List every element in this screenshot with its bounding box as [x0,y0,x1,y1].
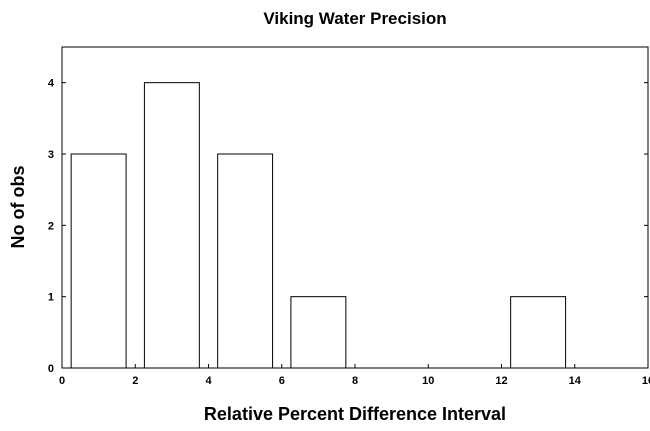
x-tick-label: 0 [59,375,65,387]
x-tick-label: 14 [569,375,582,387]
x-tick-label: 2 [132,375,138,387]
bar [217,153,274,369]
x-tick-label: 10 [422,375,434,387]
y-tick-label: 0 [48,363,54,375]
x-tick-label: 8 [352,375,358,387]
x-tick-label: 12 [495,375,507,387]
bar [143,82,200,369]
y-tick-label: 3 [48,149,54,161]
bar [70,153,127,369]
x-tick-label: 16 [642,375,650,387]
y-tick-label: 1 [48,292,54,304]
x-tick-label: 6 [279,375,285,387]
chart-title: Viking Water Precision [263,9,446,28]
y-tick-label: 2 [48,220,54,232]
y-tick-label: 4 [48,78,55,90]
bar [510,296,567,369]
x-axis-label: Relative Percent Difference Interval [204,404,506,424]
bar [290,296,347,369]
x-tick-label: 4 [205,375,212,387]
y-axis-label: No of obs [8,166,28,249]
